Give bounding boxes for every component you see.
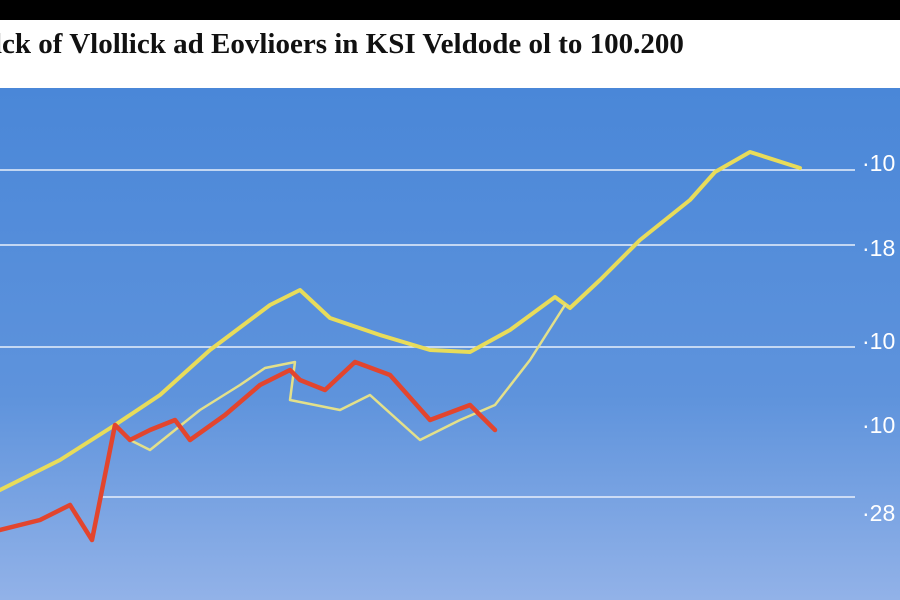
axis-label: ·10 <box>862 412 895 438</box>
plot-area <box>0 88 900 600</box>
yellow-line <box>0 150 802 492</box>
title-band <box>0 20 900 88</box>
red-line <box>0 359 498 543</box>
grid <box>0 169 855 498</box>
lines <box>0 150 802 543</box>
title: lck of Vlollick ad Eovlioers in KSI Veld… <box>0 28 684 60</box>
top-bar <box>0 0 900 20</box>
axis-label: ·18 <box>862 235 895 261</box>
axis-label: ·10 <box>862 150 895 176</box>
axis-label: ·10 <box>862 328 895 354</box>
axis-label: ·28 <box>862 500 895 526</box>
yellow-line-secondary <box>128 303 567 452</box>
